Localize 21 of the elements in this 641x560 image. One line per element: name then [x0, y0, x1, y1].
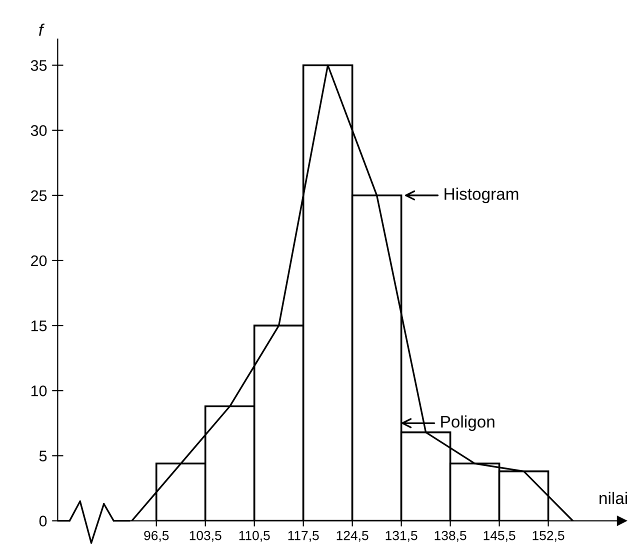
y-tick-label: 30 — [30, 125, 47, 136]
annotation: Histogram — [444, 188, 518, 204]
x-tick-label: 145,5 — [484, 531, 516, 542]
x-tick-label: 124,5 — [336, 530, 368, 542]
y-tick-label: 35 — [30, 60, 47, 71]
x-axis-title: nilai — [600, 492, 628, 504]
x-tick-label: 96,5 — [144, 530, 169, 542]
y-tick-label: 0 — [39, 516, 47, 526]
x-tick-label: 103,5 — [190, 530, 222, 542]
y-tick-label: 10 — [31, 386, 47, 396]
y-tick-label: 15 — [31, 320, 47, 332]
y-tick-label: 5 — [39, 450, 47, 462]
y-tick-label: 25 — [31, 190, 47, 202]
y-axis-title: f — [39, 24, 45, 36]
x-tick-label: 131,5 — [386, 530, 418, 542]
x-tick-label: 138,5 — [434, 530, 466, 542]
y-tick-label: 20 — [31, 255, 47, 266]
x-tick-label: 152,5 — [532, 530, 564, 542]
x-tick-label: 110,5 — [239, 530, 270, 542]
x-tick-label: 117,5 — [288, 531, 319, 542]
annotation: Poligon — [441, 415, 494, 431]
